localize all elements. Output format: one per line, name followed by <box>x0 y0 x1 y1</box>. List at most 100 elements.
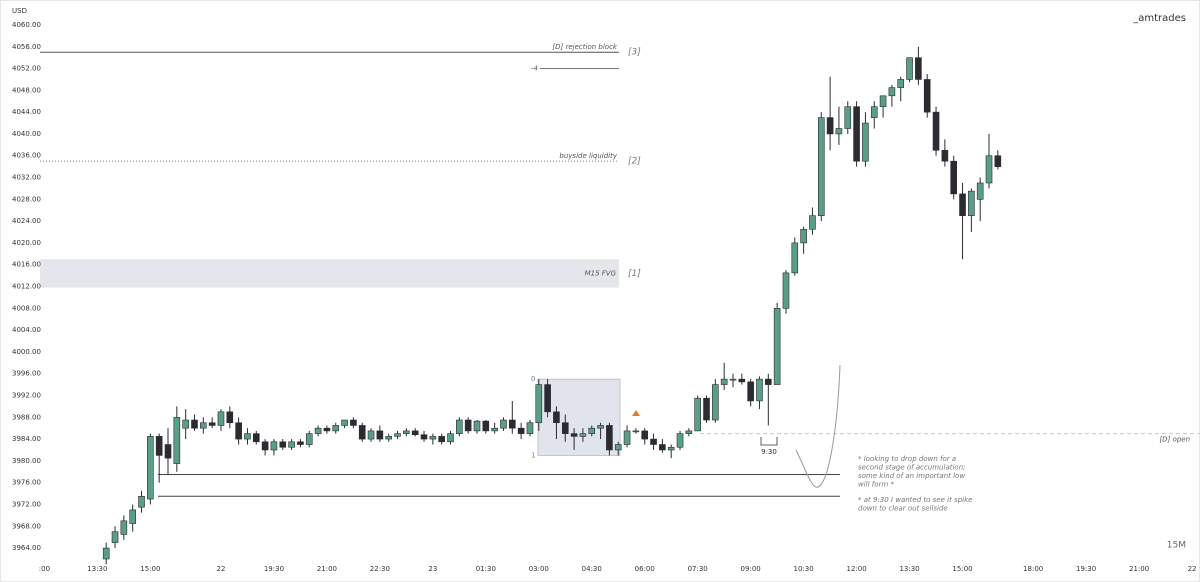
candle-body <box>473 420 481 432</box>
marker-bracket <box>760 437 778 446</box>
x-tick-label: 12:00 <box>846 565 866 573</box>
candle-body <box>129 509 136 524</box>
level-tag: [2] <box>628 157 641 167</box>
candle-body <box>526 422 534 434</box>
candle-body <box>738 378 746 383</box>
level-label: [D] rejection block <box>552 43 618 51</box>
candle-body <box>535 384 543 424</box>
candle-body <box>270 441 278 451</box>
candle-body <box>667 446 675 451</box>
y-tick-label: 4000.00 <box>12 348 41 356</box>
candle-body <box>120 520 128 535</box>
candle-body <box>597 425 604 429</box>
x-tick-label: 23 <box>428 565 437 573</box>
candle-body <box>252 433 260 443</box>
x-tick-label: :00 <box>39 565 50 573</box>
x-tick-label: 07:30 <box>688 565 708 573</box>
candle-body <box>641 430 649 440</box>
candle-body <box>376 430 384 440</box>
candle-body <box>305 433 313 445</box>
candle-body <box>579 433 587 437</box>
candle-body <box>297 441 304 445</box>
note-line: some kind of an important low <box>858 472 965 480</box>
candle-body <box>588 427 596 434</box>
candle-body <box>288 441 295 448</box>
candle-body <box>491 427 498 432</box>
x-tick-label: 06:00 <box>635 565 655 573</box>
y-tick-label: 3992.00 <box>12 391 41 399</box>
levels <box>40 51 1200 497</box>
candle-body <box>897 79 905 88</box>
candle-body <box>712 384 719 421</box>
candle-body <box>906 57 913 80</box>
candle-body <box>606 425 613 451</box>
candle-body <box>791 242 799 274</box>
x-tick-label: 21:00 <box>1129 565 1149 573</box>
candle-body <box>976 182 984 200</box>
candle-body <box>985 155 993 184</box>
candle-body <box>959 193 966 216</box>
candles <box>102 46 1002 565</box>
y-tick-label: 4020.00 <box>12 239 41 247</box>
candle-body <box>385 436 393 440</box>
candle-body <box>826 117 834 135</box>
candle-body <box>994 155 1002 167</box>
candle-body <box>553 411 560 424</box>
x-tick-label: 03:00 <box>529 565 549 573</box>
candle-body <box>915 57 922 80</box>
candle-body <box>200 422 207 429</box>
candle-body <box>862 122 869 162</box>
y-tick-label: 4004.00 <box>12 326 41 334</box>
y-tick-label: 4040.00 <box>12 130 41 138</box>
y-tick-label: 4032.00 <box>12 174 41 182</box>
candle-body <box>968 190 975 216</box>
level-tag: [3] <box>628 48 641 58</box>
candle-body <box>226 411 234 424</box>
watermark: _amtrades <box>1132 13 1186 24</box>
candle-body <box>570 433 578 437</box>
candle-body <box>164 444 172 459</box>
y-tick-label: 4052.00 <box>12 65 41 73</box>
y-tick-label: 4036.00 <box>12 152 41 160</box>
x-tick-label: 09:00 <box>741 565 761 573</box>
y-tick-label: 3980.00 <box>12 457 41 465</box>
candle-body <box>879 95 887 107</box>
y-tick-label: 4016.00 <box>12 261 41 269</box>
zones <box>40 259 621 456</box>
x-tick-label: 18:00 <box>1023 565 1043 573</box>
x-tick-label: 19:30 <box>264 565 284 573</box>
candle-body <box>217 411 225 426</box>
candle-body <box>208 422 216 426</box>
candle-body <box>429 436 437 440</box>
candle-body <box>332 425 340 432</box>
candle-body <box>420 434 428 440</box>
candle-body <box>835 128 843 135</box>
candle-body <box>411 430 419 436</box>
x-tick-label: 21:00 <box>317 565 337 573</box>
candle-body <box>614 444 622 451</box>
candle-body <box>358 425 366 440</box>
projection-curve <box>795 364 841 488</box>
candle-body <box>932 111 940 151</box>
y-tick-label: 3964.00 <box>12 544 41 552</box>
candle-body <box>235 422 242 440</box>
candle-body <box>367 430 375 440</box>
x-tick-label: 10:30 <box>794 565 814 573</box>
y-tick-label: 3988.00 <box>12 413 41 421</box>
candle-body <box>650 438 657 445</box>
x-tick-label: 22:30 <box>370 565 390 573</box>
y-tick-label: 3972.00 <box>12 500 41 508</box>
signal-triangle <box>632 410 640 416</box>
candle-body <box>111 531 119 543</box>
x-tick-label: 15:00 <box>140 565 160 573</box>
candle-body <box>314 427 322 434</box>
y-tick-label: 3984.00 <box>12 435 41 443</box>
candle-body <box>173 416 181 464</box>
candle-body <box>403 430 410 434</box>
candle-body <box>482 420 490 432</box>
candle-body <box>182 419 189 429</box>
candle-body <box>147 436 154 500</box>
level-label: -4 <box>531 65 538 73</box>
x-tick-label: 22 <box>217 565 226 573</box>
